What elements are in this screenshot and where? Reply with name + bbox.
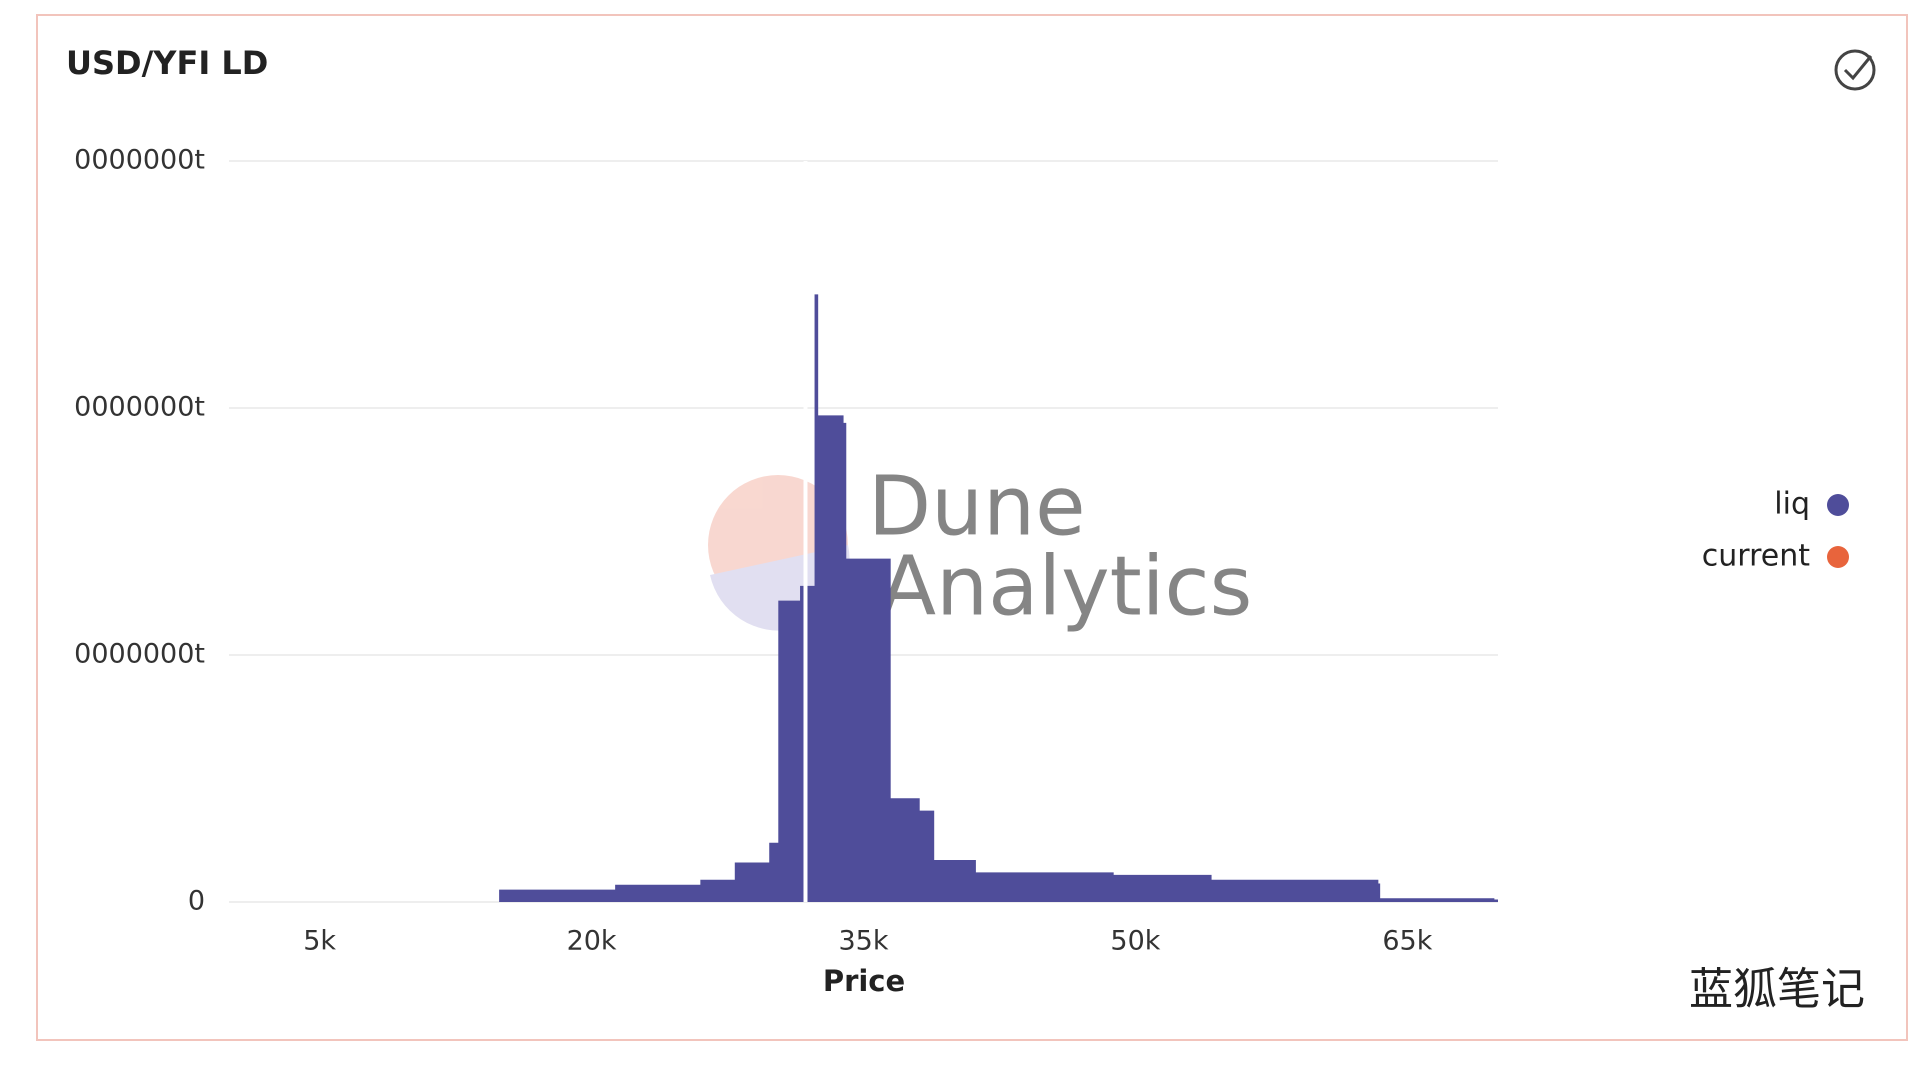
legend-dot xyxy=(1827,546,1849,568)
y-tick-label: 0000000t xyxy=(74,145,205,176)
y-tick-label: 0000000t xyxy=(74,392,205,423)
y-tick-label: 0 xyxy=(188,886,205,917)
x-tick-label: 20k xyxy=(567,926,617,957)
x-tick-label: 35k xyxy=(839,926,889,957)
x-tick-label: 65k xyxy=(1382,926,1432,957)
chart-title: USD/YFI LD xyxy=(66,44,268,82)
x-axis-label: Price xyxy=(823,964,905,998)
watermark-text: Analytics xyxy=(880,539,1252,634)
watermark-text: Dune xyxy=(868,459,1086,554)
x-tick-label: 50k xyxy=(1110,926,1160,957)
watermark: Dune Analytics xyxy=(708,459,1252,634)
check-icon[interactable] xyxy=(1834,49,1876,91)
legend-label: current xyxy=(1702,539,1810,574)
source-mark: 蓝狐笔记 xyxy=(1689,964,1865,1015)
y-tick-label: 0000000t xyxy=(74,639,205,670)
legend-label: liq xyxy=(1774,487,1810,522)
x-tick-label: 5k xyxy=(303,926,336,957)
legend-dot xyxy=(1827,494,1849,516)
